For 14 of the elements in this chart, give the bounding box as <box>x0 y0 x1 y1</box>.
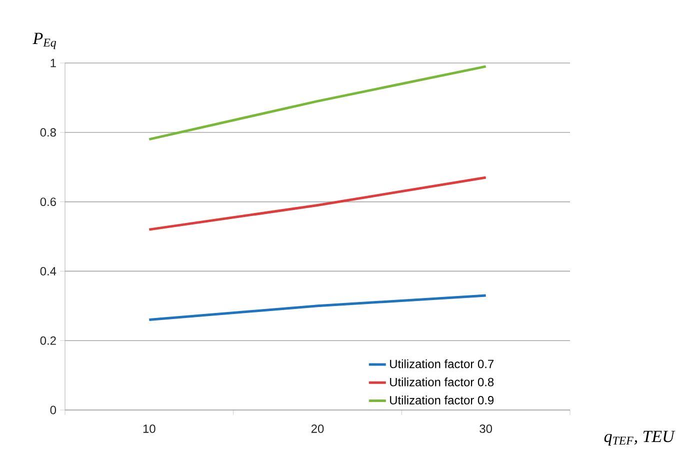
y-tick-label: 0.2 <box>40 336 56 345</box>
legend-label: Utilization factor 0.8 <box>390 378 494 386</box>
y-tick-label: 0 <box>50 406 56 414</box>
y-tick-label: 0.6 <box>40 198 56 206</box>
y-tick-label: 1 <box>50 58 56 68</box>
x-tick-label: 30 <box>480 424 492 433</box>
x-axis-title: q$_{TEF}$, TEU <box>604 430 676 446</box>
legend-label: Utilization factor 0.9 <box>390 396 494 404</box>
y-axis-title: P$_{Eq}$ <box>32 32 56 50</box>
x-tick-label: 20 <box>311 424 324 433</box>
legend-label: Utilization factor 0.7 <box>390 359 494 368</box>
y-tick-label: 0.8 <box>40 128 56 137</box>
x-tick-label: 10 <box>143 424 156 433</box>
y-tick-label: 0.4 <box>40 266 56 276</box>
